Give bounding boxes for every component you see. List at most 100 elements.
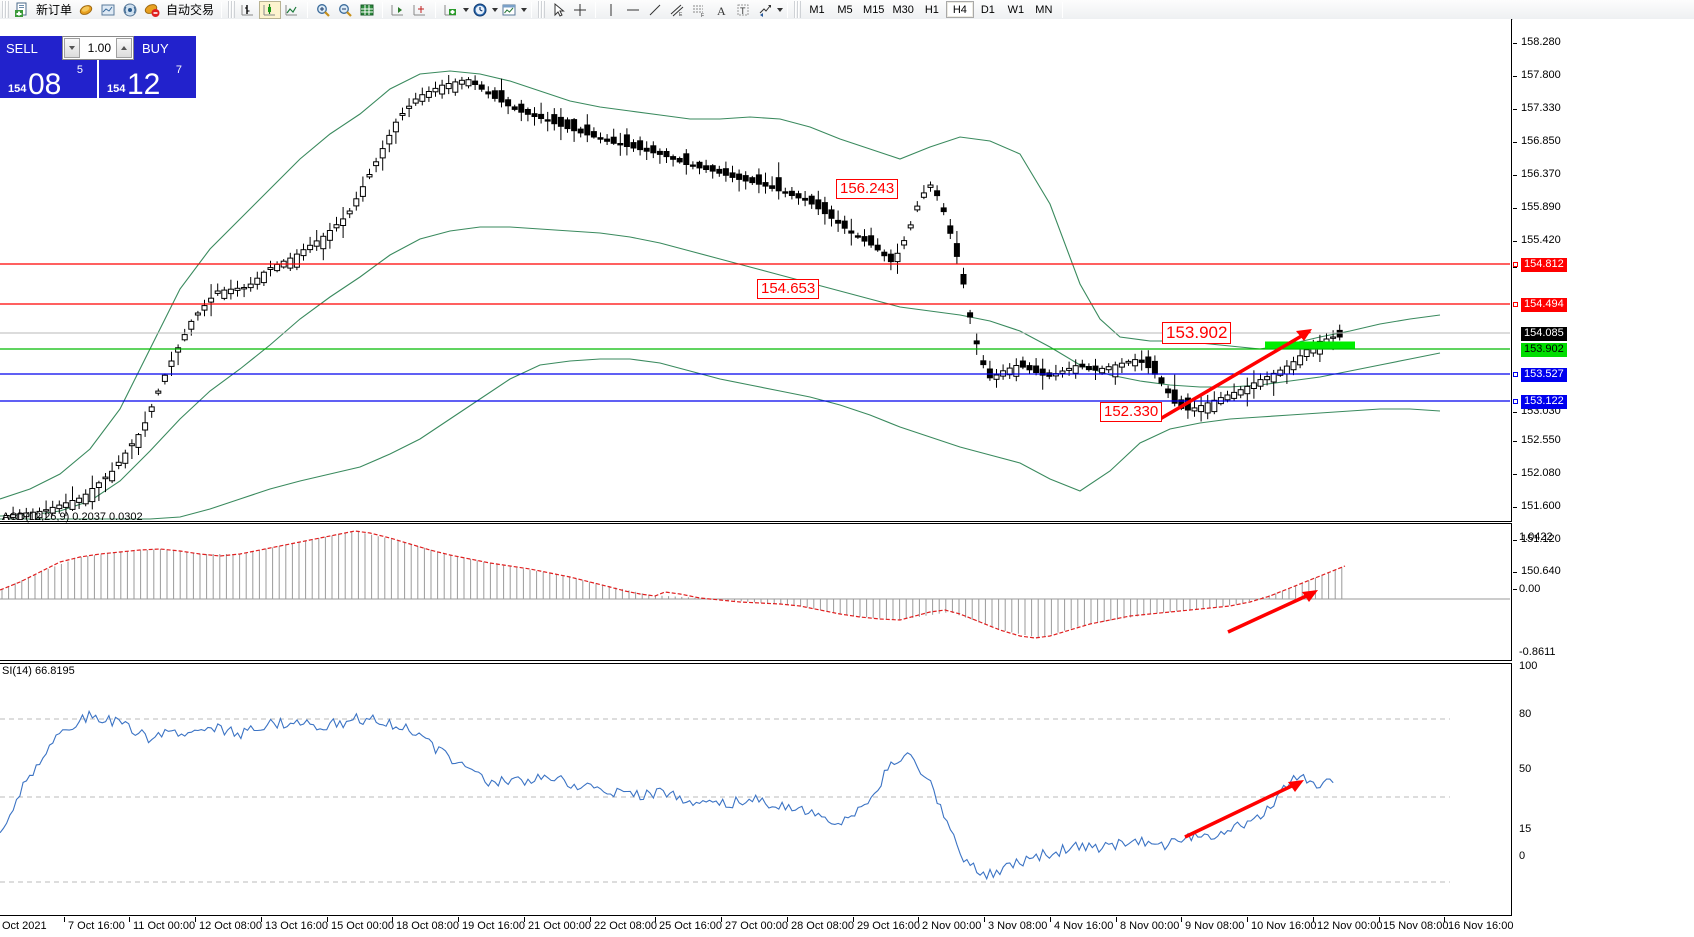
- sell-stop-level-2-handle[interactable]: [1513, 302, 1518, 307]
- timeframe-w1-button[interactable]: W1: [1007, 3, 1025, 16]
- callout-high[interactable]: 156.243: [836, 179, 899, 199]
- volume-value[interactable]: 1.00: [87, 41, 111, 55]
- sell-stop-level-1[interactable]: 154.812: [1521, 258, 1567, 272]
- toolbar-grip-3[interactable]: [538, 1, 546, 18]
- autotrading-icon[interactable]: [141, 1, 163, 19]
- callout-mid[interactable]: 154.653: [757, 279, 820, 299]
- candle-body: [742, 175, 749, 182]
- callout-target[interactable]: 153.902: [1162, 322, 1232, 344]
- candle-body: [3, 515, 10, 520]
- equidistant-channel-icon[interactable]: E: [666, 1, 688, 19]
- crosshair-icon[interactable]: [569, 1, 591, 19]
- buy-target-level[interactable]: 153.902: [1521, 343, 1567, 357]
- candle-body: [346, 210, 353, 215]
- candle-body: [1237, 389, 1244, 396]
- support-level-2[interactable]: 153.122: [1521, 395, 1567, 409]
- timeframe-m15-button[interactable]: M15: [863, 3, 885, 16]
- timeframe-d1-button[interactable]: D1: [980, 3, 995, 16]
- indicators-dropdown-caret[interactable]: [463, 7, 470, 12]
- toolbar-grip-4[interactable]: [794, 1, 802, 18]
- period-dropdown-caret[interactable]: [492, 7, 499, 12]
- period-icon[interactable]: [469, 1, 491, 19]
- candle-body: [1105, 366, 1112, 371]
- templates-icon[interactable]: [498, 1, 520, 19]
- timeframe-m1-button[interactable]: M1: [809, 3, 825, 16]
- one-click-trading-panel[interactable]: SELL 1.00 BUY 154 08 5 154 12 7: [0, 36, 196, 100]
- trendline-icon[interactable]: [644, 1, 666, 19]
- candle-body: [808, 195, 815, 205]
- sell-stop-level-1-handle[interactable]: [1513, 262, 1518, 267]
- candle-body: [155, 390, 162, 394]
- time-axis-tick: [1116, 917, 1117, 922]
- candlestick-chart-icon[interactable]: [259, 0, 282, 19]
- candle-body: [551, 114, 558, 125]
- rsi-pane[interactable]: SI(14) 66.8195: [0, 663, 1512, 916]
- candle-body: [828, 209, 835, 219]
- zoom-out-icon[interactable]: [334, 1, 356, 19]
- one-click-header-row: SELL 1.00 BUY: [0, 36, 196, 60]
- time-axis-label: 27 Oct 00:00: [725, 920, 788, 932]
- time-axis[interactable]: Oct 2021 7 Oct 16:00 11 Oct 00:00 12 Oct 08…: [0, 917, 1694, 937]
- volume-decrement-button[interactable]: [64, 38, 80, 58]
- expert-advisors-icon[interactable]: [75, 1, 97, 19]
- support-level-2-handle[interactable]: [1513, 399, 1518, 404]
- timeframe-mn-button[interactable]: MN: [1035, 3, 1053, 16]
- signals-icon[interactable]: [119, 1, 141, 19]
- timeframe-m30-button[interactable]: M30: [892, 3, 914, 16]
- macd-pane[interactable]: ACD(12,26,9) 0.2037 0.0302: [0, 511, 1512, 661]
- grid-icon[interactable]: [356, 1, 378, 19]
- price-axis-label: 157.800: [1521, 69, 1561, 81]
- buy-button[interactable]: BUY: [134, 36, 196, 60]
- timeframe-h4-button[interactable]: H4: [945, 1, 974, 18]
- volume-increment-button[interactable]: [116, 38, 132, 58]
- current-bid-price[interactable]: 154.085: [1521, 327, 1567, 341]
- candle-body: [1270, 372, 1277, 383]
- cursor-icon[interactable]: [547, 1, 569, 19]
- vertical-line-icon[interactable]: [600, 1, 622, 19]
- timeframe-m5-button[interactable]: M5: [837, 3, 853, 16]
- zoom-in-icon[interactable]: [312, 1, 334, 19]
- callout-low[interactable]: 152.330: [1100, 402, 1163, 422]
- toolbar-grip[interactable]: [2, 1, 9, 18]
- indicator-axis-label: 100: [1519, 660, 1538, 672]
- support-level-1[interactable]: 153.527: [1521, 368, 1567, 382]
- data-window-icon[interactable]: [97, 1, 119, 19]
- candle-body: [458, 79, 465, 85]
- templates-dropdown-caret[interactable]: [521, 7, 528, 12]
- price-axis[interactable]: 158.280 157.800 157.330 156.850 156.370 155.8…: [1513, 19, 1694, 916]
- arrows-dropdown-caret[interactable]: [777, 7, 784, 12]
- indicators-icon[interactable]: [440, 1, 462, 19]
- arrows-icon[interactable]: [754, 1, 776, 19]
- line-chart-icon[interactable]: [281, 1, 303, 19]
- text-icon[interactable]: T: [732, 1, 754, 19]
- sell-button[interactable]: SELL: [0, 36, 62, 60]
- text-label-icon[interactable]: A: [710, 1, 732, 19]
- horizontal-line-icon[interactable]: [622, 1, 644, 19]
- price-axis-tick: [1513, 474, 1517, 475]
- uptrend-arrow-rsi: [1184, 780, 1301, 839]
- auto-scroll-icon[interactable]: [409, 1, 431, 19]
- candle-body: [1112, 364, 1119, 378]
- volume-stepper[interactable]: 1.00: [62, 36, 134, 60]
- buy-price-display[interactable]: 154 12 7: [99, 60, 196, 100]
- candle-body: [465, 79, 472, 87]
- sell-price-display[interactable]: 154 08 5: [0, 60, 97, 100]
- autotrading-label[interactable]: 自动交易: [166, 3, 215, 17]
- price-chart-pane[interactable]: 156.243 154.653 153.902 152.330: [0, 19, 1512, 522]
- new-order-label[interactable]: 新订单: [36, 3, 73, 17]
- bar-chart-icon[interactable]: [237, 1, 259, 19]
- fibonacci-icon[interactable]: F: [688, 1, 710, 19]
- candle-body: [142, 422, 149, 431]
- candle-body: [82, 493, 89, 505]
- new-order-icon[interactable]: [11, 1, 33, 19]
- candle-body: [835, 219, 842, 224]
- support-level-1-handle[interactable]: [1513, 372, 1518, 377]
- toolbar-grip-2[interactable]: [228, 1, 236, 18]
- candle-body: [1283, 365, 1290, 375]
- price-axis-tick: [1513, 142, 1517, 143]
- sell-stop-level-2[interactable]: 154.494: [1521, 298, 1567, 312]
- timeframe-h1-button[interactable]: H1: [924, 3, 939, 16]
- chart-shift-icon[interactable]: [387, 1, 409, 19]
- candle-body: [907, 224, 914, 229]
- candle-body: [782, 191, 789, 194]
